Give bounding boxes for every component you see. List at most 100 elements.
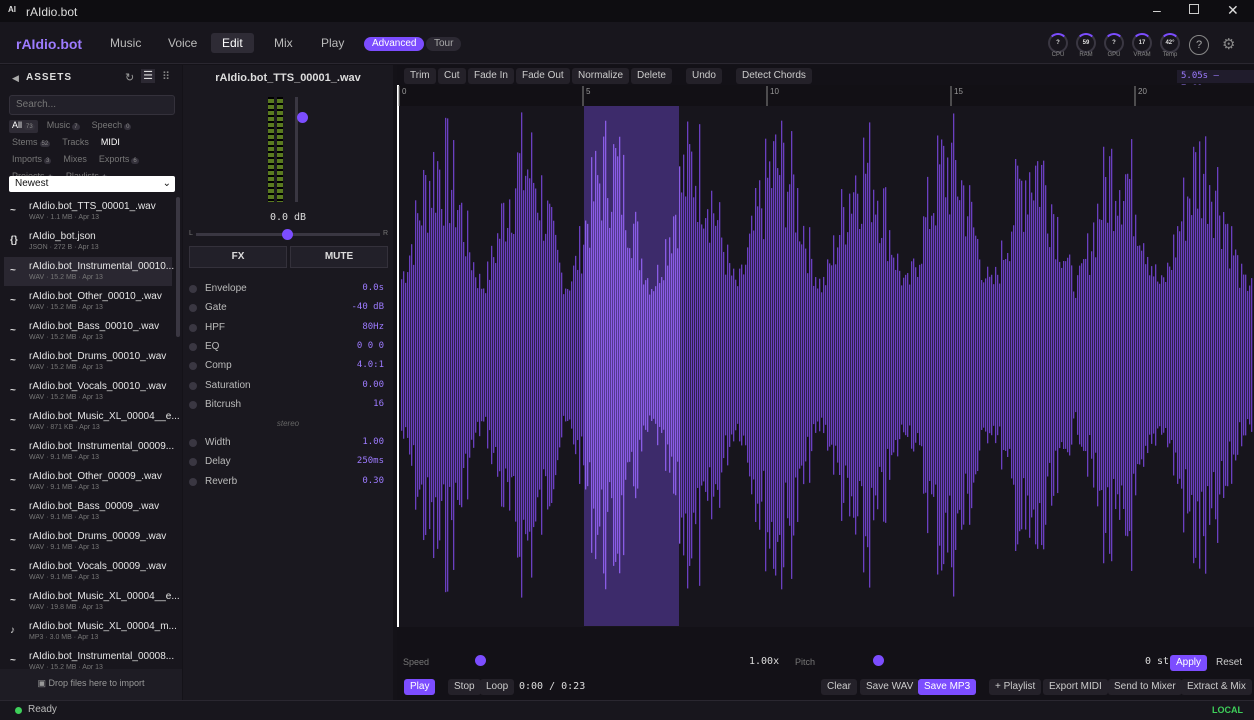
wave-bar (729, 263, 731, 447)
wave-bar (1249, 285, 1251, 425)
file-item[interactable]: ~ rAIdio.bot_Drums_00010_.wav WAV · 15.2 M… (4, 347, 172, 376)
pan-thumb[interactable] (282, 229, 293, 240)
help[interactable]: ? (1189, 35, 1209, 55)
filter-chip[interactable]: MIDI (98, 137, 123, 148)
param-dot[interactable] (189, 381, 197, 390)
file-item[interactable]: ~ rAIdio.bot_Other_00010_.wav WAV · 15.2 M… (4, 287, 172, 316)
meter-label: VRAM (1133, 52, 1151, 58)
tour-button[interactable]: Tour (426, 37, 462, 51)
speed-thumb[interactable] (475, 655, 486, 666)
tool-button[interactable]: Normalize (572, 68, 630, 84)
nav-tab[interactable]: Play (321, 36, 345, 50)
settings[interactable]: ⚙ (1222, 36, 1236, 53)
fx-button[interactable]: FX (189, 246, 287, 268)
gain-thumb[interactable] (297, 112, 308, 123)
nav-tab[interactable]: Mix (274, 36, 293, 50)
collapse[interactable]: ◀ (12, 73, 19, 83)
file-item[interactable]: ~ rAIdio.bot_Music_XL_00004__e... WAV · 87… (4, 407, 180, 436)
file-icon: ~ (10, 415, 16, 426)
file-item[interactable]: ~ rAIdio.bot_Instrumental_00009... WAV · 9… (4, 437, 174, 466)
tool-button[interactable]: Detect Chords (736, 68, 812, 84)
wave-bar (541, 175, 543, 535)
transport-button[interactable]: Stop (448, 679, 481, 695)
tool-button[interactable]: Trim (404, 68, 436, 84)
mute-button[interactable]: MUTE (290, 246, 388, 268)
list-view[interactable]: ☰ (141, 69, 155, 83)
action-button[interactable]: Export MIDI (1043, 679, 1108, 695)
file-item[interactable]: ~ rAIdio.bot_Drums_00009_.wav WAV · 9.1 MB… (4, 527, 172, 556)
file-item[interactable]: ♪ rAIdio.bot_Music_XL_00004_m... MP3 · 3.0… (4, 617, 177, 646)
filter-chip[interactable]: Stems 52 (9, 137, 53, 150)
maximize[interactable] (1189, 4, 1199, 14)
wave-bar (1063, 260, 1065, 450)
wave-bar (725, 274, 727, 436)
file-item[interactable]: ~ rAIdio.bot_Instrumental_00010... WAV · 1… (4, 257, 174, 286)
file-item[interactable]: ~ rAIdio.bot_Bass_00009_.wav WAV · 9.1 MB … (4, 497, 172, 526)
param-dot[interactable] (189, 400, 197, 409)
nav-tab[interactable]: Music (110, 36, 142, 50)
sort-select[interactable]: Newest ⌄ (9, 176, 175, 192)
drop-zone[interactable]: ▣ Drop files here to import (0, 669, 182, 700)
reset-button[interactable]: Reset (1216, 657, 1243, 668)
nav-tab[interactable]: Voice (168, 36, 198, 50)
file-item[interactable]: ~ rAIdio.bot_Music_XL_00004__e... WAV · 19… (4, 587, 180, 616)
param-dot[interactable] (189, 285, 197, 293)
file-item[interactable]: {} rAIdio_bot.json JSON · 272 B · Apr 13 (4, 227, 172, 256)
file-item[interactable]: ~ rAIdio.bot_Vocals_00010_.wav WAV · 15.2 … (4, 377, 172, 406)
tool-button[interactable]: Fade In (468, 68, 514, 84)
param-dot[interactable] (189, 304, 197, 313)
param-dot[interactable] (189, 362, 197, 371)
advanced-toggle[interactable]: Advanced (364, 37, 425, 51)
param-dot[interactable] (189, 342, 197, 351)
filter-chip[interactable]: Music 7 (44, 120, 83, 133)
transport-button[interactable]: Loop (480, 679, 515, 695)
filter-chip[interactable]: Tracks (59, 137, 92, 148)
param-dot[interactable] (189, 439, 197, 447)
action-button[interactable]: Send to Mixer (1108, 679, 1182, 695)
file-item[interactable]: ~ rAIdio.bot_Other_00009_.wav WAV · 9.1 MB… (4, 467, 172, 496)
action-button[interactable]: Save MP3 (918, 679, 977, 695)
minimize[interactable]: – (1153, 2, 1161, 18)
search-input[interactable]: Search... (9, 95, 175, 115)
transport-button[interactable]: Play (404, 679, 436, 695)
nav-tab[interactable]: Edit (211, 33, 254, 53)
action-button[interactable]: Extract & Mix (1181, 679, 1252, 695)
wave-bar (939, 164, 941, 546)
wave-bar (1039, 206, 1041, 504)
wave-bar (535, 188, 537, 522)
grid-view[interactable]: ⠿ (162, 71, 171, 83)
filter-chip[interactable]: Speech 0 (89, 120, 135, 133)
pitch-thumb[interactable] (873, 655, 884, 666)
file-item[interactable]: ~ rAIdio.bot_Vocals_00009_.wav WAV · 9.1 M… (4, 557, 172, 586)
action-button[interactable]: + Playlist (989, 679, 1042, 695)
file-item[interactable]: ~ rAIdio.bot_Bass_00010_.wav WAV · 15.2 MB… (4, 317, 172, 346)
param-dot[interactable] (189, 477, 197, 486)
tool-button[interactable]: Delete (631, 68, 672, 84)
refresh[interactable]: ↻ (125, 72, 135, 84)
filter-chip[interactable]: All 73 (9, 120, 38, 133)
param-dot[interactable] (189, 323, 197, 332)
close[interactable]: ✕ (1227, 2, 1239, 18)
filter-chip[interactable]: Exports 6 (96, 154, 142, 167)
wave-bar (1051, 204, 1053, 506)
wave-bar (915, 267, 917, 443)
file-item[interactable]: ~ rAIdio.bot_TTS_00001_.wav WAV · 1.1 MB ·… (4, 197, 172, 226)
filter-label: Stems (12, 137, 38, 147)
wave-bar (631, 258, 633, 452)
wave-bar (779, 175, 781, 535)
wave-bar (765, 138, 767, 572)
action-button[interactable]: Save WAV (860, 679, 920, 695)
action-button[interactable]: Clear (821, 679, 857, 695)
filter-chip[interactable]: Mixes (60, 154, 90, 165)
tool-button[interactable]: Fade Out (516, 68, 570, 84)
wave-bar (707, 209, 709, 501)
filter-chip[interactable]: Imports 3 (9, 154, 54, 167)
wave-bar (1021, 180, 1023, 530)
apply-button[interactable]: Apply (1170, 655, 1208, 671)
tool-button[interactable]: Undo (686, 68, 722, 84)
wave-bar (1145, 264, 1147, 446)
filter-count: 52 (39, 141, 51, 147)
tool-button[interactable]: Cut (438, 68, 466, 84)
file-item[interactable]: ~ rAIdio.bot_Instrumental_00008... WAV · 1… (4, 647, 174, 676)
param-dot[interactable] (189, 458, 197, 467)
